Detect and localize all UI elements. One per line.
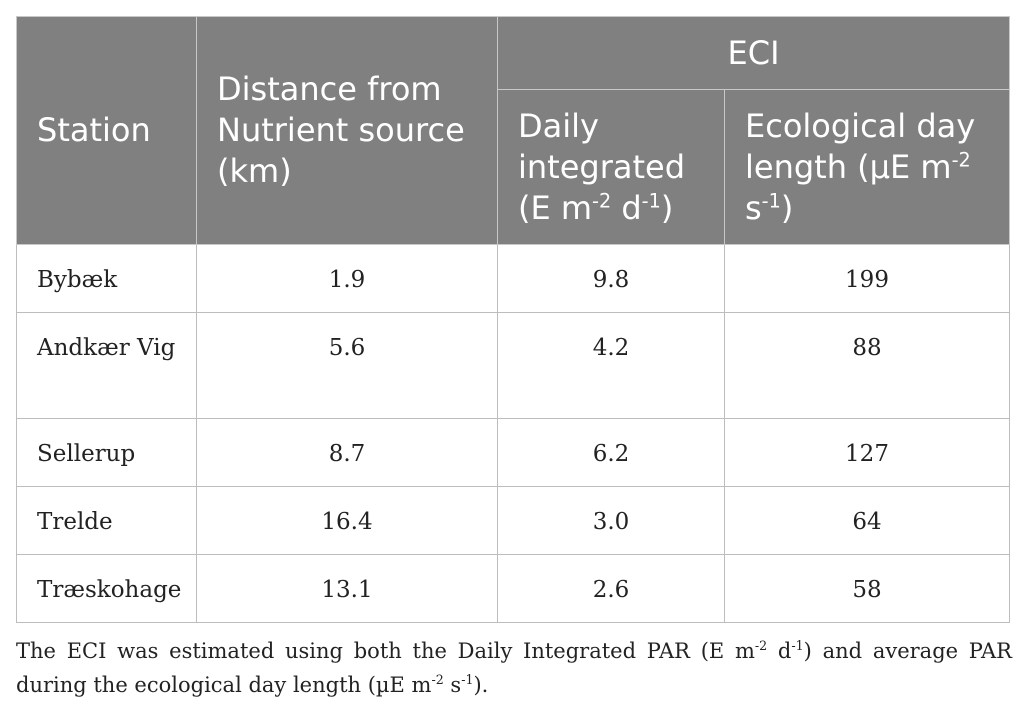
table-footnote: The ECI was estimated using both the Dai… <box>16 638 1012 697</box>
table-row: Andkær Vig 5.6 4.2 88 <box>16 312 1010 419</box>
cell-station: Sellerup <box>16 418 197 487</box>
eci-table: Station Distance from Nutrient source (k… <box>16 16 1010 623</box>
table-row: Træskohage 13.1 2.6 58 <box>16 554 1010 623</box>
cell-distance: 13.1 <box>196 554 498 623</box>
cell-distance: 8.7 <box>196 418 498 487</box>
cell-distance: 16.4 <box>196 486 498 555</box>
header-row-top: Station Distance from Nutrient source (k… <box>16 16 1010 245</box>
header-eci: ECI <box>497 16 1010 90</box>
cell-daily: 3.0 <box>497 486 725 555</box>
table-row: Bybæk 1.9 9.8 199 <box>16 244 1010 313</box>
header-ecological-day-length: Ecological day length (µE m-2 s-1) <box>724 89 1010 245</box>
header-distance: Distance from Nutrient source (km) <box>196 16 498 245</box>
cell-eco: 64 <box>724 486 1010 555</box>
cell-eco: 199 <box>724 244 1010 313</box>
header-daily-integrated: Daily integrated (E m-2 d-1) <box>497 89 725 245</box>
cell-station: Trelde <box>16 486 197 555</box>
cell-eco: 58 <box>724 554 1010 623</box>
cell-eco: 127 <box>724 418 1010 487</box>
cell-distance: 1.9 <box>196 244 498 313</box>
cell-eco: 88 <box>724 312 1010 419</box>
header-station: Station <box>16 16 197 245</box>
table-container: Station Distance from Nutrient source (k… <box>16 16 1010 623</box>
cell-station: Træskohage <box>16 554 197 623</box>
cell-daily: 2.6 <box>497 554 725 623</box>
cell-distance: 5.6 <box>196 312 498 419</box>
table-row: Trelde 16.4 3.0 64 <box>16 486 1010 555</box>
table-row: Sellerup 8.7 6.2 127 <box>16 418 1010 487</box>
cell-daily: 9.8 <box>497 244 725 313</box>
header-row-sub: Daily integrated (E m-2 d-1) Ecological … <box>17 89 1010 245</box>
cell-daily: 4.2 <box>497 312 725 419</box>
cell-daily: 6.2 <box>497 418 725 487</box>
cell-station: Bybæk <box>16 244 197 313</box>
cell-station: Andkær Vig <box>16 312 197 419</box>
